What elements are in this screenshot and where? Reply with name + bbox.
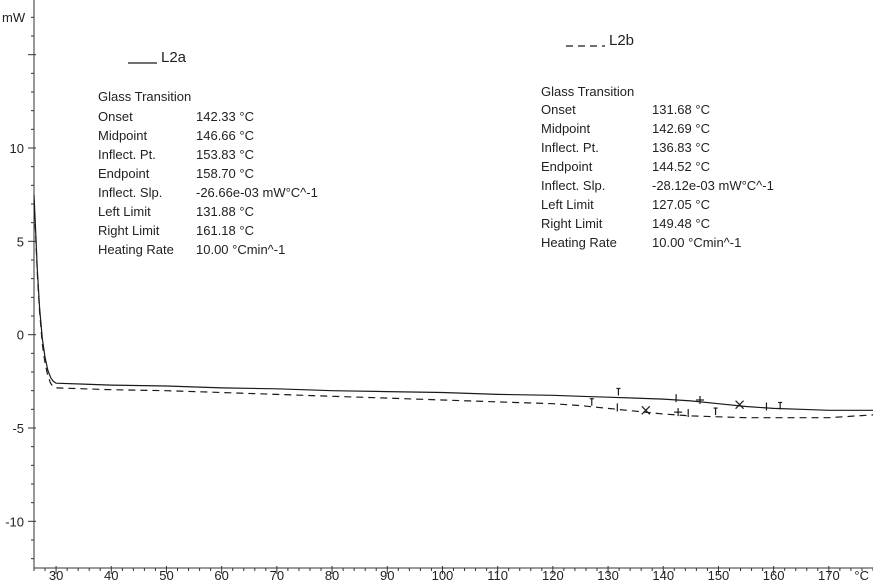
marker-limit xyxy=(616,387,621,396)
annotation-l2a-label: Right Limit xyxy=(98,223,160,238)
x-tick-label: 60 xyxy=(214,568,228,581)
annotation-l2a-label: Inflect. Slp. xyxy=(98,185,162,200)
annotation-l2a-title: Glass Transition xyxy=(98,89,191,104)
x-axis-unit: °C xyxy=(854,568,869,581)
marker-limit xyxy=(778,401,783,410)
annotation-l2a-value: -26.66e-03 mW°C^-1 xyxy=(196,185,318,200)
annotation-l2b-title: Glass Transition xyxy=(541,84,634,99)
annotation-l2a-label: Onset xyxy=(98,109,133,124)
annotation-l2a-label: Midpoint xyxy=(98,128,148,143)
marker-plus xyxy=(696,396,705,404)
annotation-l2b-label: Endpoint xyxy=(541,159,593,174)
marker-cross xyxy=(641,405,651,415)
marker-plus xyxy=(674,408,683,417)
legend-l2a-label: L2a xyxy=(161,49,187,66)
marker-layer xyxy=(589,387,783,418)
x-tick-label: 150 xyxy=(708,568,730,581)
y-tick-label: 0 xyxy=(17,328,24,343)
annotation-l2b-value: 131.68 °C xyxy=(652,102,710,117)
annotation-l2b-value: 136.83 °C xyxy=(652,140,710,155)
y-axis-unit: mW xyxy=(2,10,26,25)
annotation-l2b-label: Inflect. Pt. xyxy=(541,140,599,155)
y-tick-label: -10 xyxy=(5,514,24,529)
marker-cross-b xyxy=(735,400,745,410)
series-layer xyxy=(33,194,873,419)
annotation-l2a-value: 146.66 °C xyxy=(196,128,254,143)
annotation-l2a-label: Endpoint xyxy=(98,166,150,181)
x-tick-label: 100 xyxy=(432,568,454,581)
x-tick-label: 170 xyxy=(818,568,840,581)
annotation-l2a-label: Inflect. Pt. xyxy=(98,147,156,162)
series-line-l2b xyxy=(33,200,873,419)
annotation-l2a-value: 158.70 °C xyxy=(196,166,254,181)
annotation-l2b-value: 149.48 °C xyxy=(652,216,710,231)
annotation-l2b: Glass Transition Onset 131.68 °C Midpoin… xyxy=(541,84,774,250)
y-tick-label: 5 xyxy=(17,234,24,249)
axes: mW xyxy=(2,0,873,569)
x-tick-label: 130 xyxy=(597,568,619,581)
marker-cross xyxy=(735,400,745,410)
annotation-l2b-label: Onset xyxy=(541,102,576,117)
legend-l2a: L2a xyxy=(128,49,187,66)
annotation-l2b-label: Left Limit xyxy=(541,197,594,212)
marker-limit xyxy=(589,398,594,406)
annotation-l2a: Glass Transition Onset 142.33 °C Midpoin… xyxy=(98,89,318,257)
marker-limit xyxy=(713,407,718,416)
annotation-l2a-value: 10.00 °Cmin^-1 xyxy=(196,242,285,257)
annotation-l2b-label: Midpoint xyxy=(541,121,591,136)
annotation-l2a-value: 142.33 °C xyxy=(196,109,254,124)
legend-l2b: L2b xyxy=(566,32,634,49)
marker-cross-b xyxy=(641,405,651,415)
annotation-l2a-label: Heating Rate xyxy=(98,242,174,257)
annotation-l2a-label: Left Limit xyxy=(98,204,151,219)
annotation-l2a-value: 131.88 °C xyxy=(196,204,254,219)
annotation-l2a-value: 161.18 °C xyxy=(196,223,254,238)
x-tick-label: 160 xyxy=(763,568,785,581)
annotation-l2b-value: 144.52 °C xyxy=(652,159,710,174)
annotation-l2b-value: 10.00 °Cmin^-1 xyxy=(652,235,741,250)
annotation-l2b-label: Heating Rate xyxy=(541,235,617,250)
series-line-l2a xyxy=(33,194,873,411)
annotation-l2b-value: 127.05 °C xyxy=(652,197,710,212)
x-tick-label: 50 xyxy=(159,568,173,581)
x-tick-label: 70 xyxy=(270,568,284,581)
x-tick-label: 40 xyxy=(104,568,118,581)
x-tick-label: 120 xyxy=(542,568,564,581)
y-tick-label: -5 xyxy=(12,421,24,436)
x-tick-label: 110 xyxy=(487,568,508,581)
annotation-l2b-label: Inflect. Slp. xyxy=(541,178,605,193)
annotation-l2a-value: 153.83 °C xyxy=(196,147,254,162)
y-tick-label: 10 xyxy=(10,141,24,156)
x-tick-label: 140 xyxy=(652,568,674,581)
annotation-l2b-label: Right Limit xyxy=(541,216,603,231)
x-tick-label: 90 xyxy=(380,568,394,581)
annotation-l2b-value: -28.12e-03 mW°C^-1 xyxy=(652,178,774,193)
annotation-l2b-value: 142.69 °C xyxy=(652,121,710,136)
x-tick-label: 30 xyxy=(49,568,63,581)
x-tick-label: 80 xyxy=(325,568,339,581)
legend-l2b-label: L2b xyxy=(609,32,634,49)
